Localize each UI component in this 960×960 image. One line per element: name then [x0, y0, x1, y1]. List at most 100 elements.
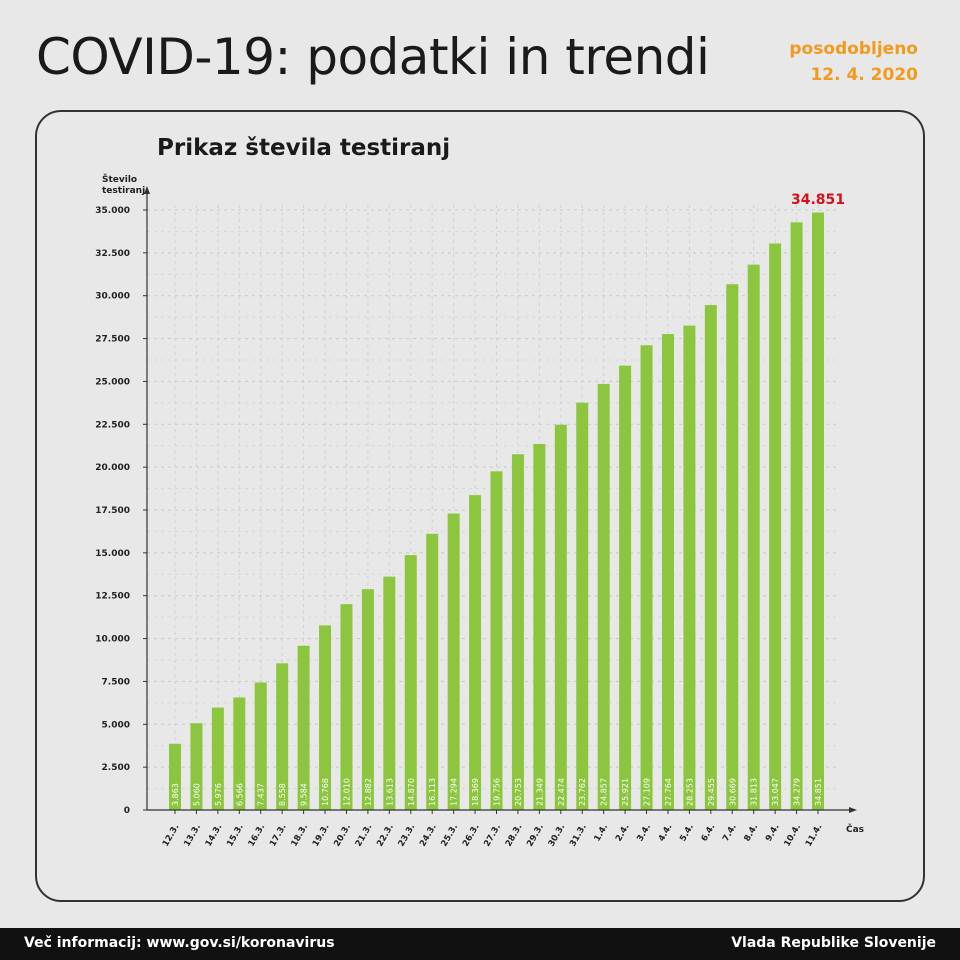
bar [769, 243, 782, 811]
bar-value-label: 23.762 [578, 778, 587, 806]
y-tick-label: 5.000 [102, 720, 130, 730]
bar [597, 383, 610, 810]
y-tick-label: 2.500 [102, 763, 130, 773]
y-axis-arrow [144, 186, 150, 194]
x-tick-label: 1.4. [592, 823, 610, 844]
x-tick-label: 26.3. [461, 823, 482, 849]
bar [790, 222, 803, 811]
x-tick-label: 27.3. [482, 823, 503, 849]
y-tick-label: 22.500 [95, 420, 130, 430]
y-tick-label: 7.500 [102, 677, 130, 687]
page-title: COVID-19: podatki in trendi [36, 28, 710, 86]
bar [211, 707, 224, 810]
x-tick-label: 13.3. [182, 823, 203, 849]
bar-value-label: 5.060 [192, 783, 201, 806]
bar-value-label: 14.870 [407, 778, 416, 806]
footer: Več informacij: www.gov.si/koronavirus V… [0, 928, 960, 960]
x-tick-label: 23.3. [397, 823, 418, 849]
bar-value-label: 13.613 [385, 778, 394, 806]
bar-value-label: 22.474 [557, 778, 566, 806]
x-axis-arrow [849, 807, 857, 813]
bar [190, 723, 203, 810]
bar [361, 589, 374, 810]
chart-title: Prikaz števila testiranj [157, 135, 451, 161]
bar [704, 305, 717, 810]
x-tick-label: 2.4. [614, 823, 632, 844]
bar-value-label: 19.756 [493, 778, 502, 806]
y-tick-label: 20.000 [95, 463, 130, 473]
bar [683, 325, 696, 810]
x-tick-label: 6.4. [700, 823, 718, 844]
footer-info-link[interactable]: Več informacij: www.gov.si/koronavirus [24, 935, 335, 951]
bar-value-label: 18.369 [471, 778, 480, 806]
chart-panel [35, 110, 925, 902]
update-info: posodobljeno 12. 4. 2020 [789, 36, 918, 88]
y-tick-label: 25.000 [95, 377, 130, 387]
bar-value-label: 12.010 [342, 778, 351, 806]
y-axis-label-line1: Število [102, 173, 137, 185]
y-tick-label: 15.000 [95, 549, 130, 559]
y-tick-label: 30.000 [95, 292, 130, 302]
x-tick-label: 28.3. [504, 823, 525, 849]
bar-value-label: 27.764 [664, 778, 673, 806]
bar [469, 495, 482, 810]
bar [383, 576, 396, 810]
bar-value-label: 25.921 [621, 778, 630, 806]
x-tick-label: 24.3. [418, 823, 439, 849]
x-tick-label: 3.4. [635, 823, 653, 844]
bar-value-label: 33.047 [771, 778, 780, 806]
bar-value-label: 6.566 [235, 783, 244, 806]
bar [533, 444, 546, 810]
bar-value-label: 24.857 [600, 778, 609, 806]
bar-value-label: 28.253 [685, 778, 694, 806]
bar-value-label: 7.437 [257, 783, 266, 806]
bar [490, 471, 503, 810]
bar-value-label: 8.558 [278, 783, 287, 806]
bar-value-label: 12.882 [364, 778, 373, 806]
y-tick-label: 17.500 [95, 506, 130, 516]
bar [554, 424, 567, 810]
bar-value-label: 31.813 [750, 778, 759, 806]
bar-value-label: 17.294 [450, 778, 459, 806]
x-tick-label: 11.4. [804, 823, 825, 849]
bar-value-label: 21.349 [535, 778, 544, 806]
bar [726, 284, 739, 810]
bar-value-label: 34.279 [793, 778, 802, 806]
x-tick-label: 8.4. [742, 823, 760, 844]
x-tick-label: 5.4. [678, 823, 696, 844]
bar [747, 264, 760, 810]
bar [511, 454, 524, 810]
updated-label: posodobljeno [789, 39, 918, 59]
bar [812, 212, 824, 810]
x-tick-label: 10.4. [782, 823, 803, 849]
bar-value-label: 3.863 [171, 783, 180, 806]
bar [426, 533, 439, 810]
bar [576, 402, 589, 810]
y-tick-label: 27.500 [95, 335, 130, 345]
x-tick-label: 17.3. [268, 823, 289, 849]
x-tick-label: 29.3. [525, 823, 546, 849]
x-tick-label: 30.3. [547, 823, 568, 849]
y-tick-label: 35.000 [95, 206, 130, 216]
max-value-annotation: 34.851 [791, 192, 845, 208]
bar [404, 555, 417, 810]
updated-date: 12. 4. 2020 [810, 65, 918, 85]
bar [661, 334, 674, 810]
y-tick-label: 32.500 [95, 249, 130, 259]
y-tick-label: 0 [124, 806, 130, 816]
bar-value-label: 9.584 [300, 783, 309, 806]
x-tick-label: 20.3. [332, 823, 353, 849]
bar-value-label: 20.753 [514, 778, 523, 806]
y-axis-label-line2: testiranj [102, 186, 145, 196]
x-axis-label: Čas [846, 823, 864, 835]
x-tick-label: 12.3. [161, 823, 182, 849]
bar [619, 365, 632, 810]
x-tick-label: 22.3. [375, 823, 396, 849]
x-tick-label: 16.3. [247, 823, 268, 849]
x-tick-label: 15.3. [225, 823, 246, 849]
bar-value-label: 29.455 [707, 778, 716, 806]
bar [340, 604, 353, 810]
bar [640, 345, 653, 810]
bar-value-label: 34.851 [814, 778, 823, 806]
